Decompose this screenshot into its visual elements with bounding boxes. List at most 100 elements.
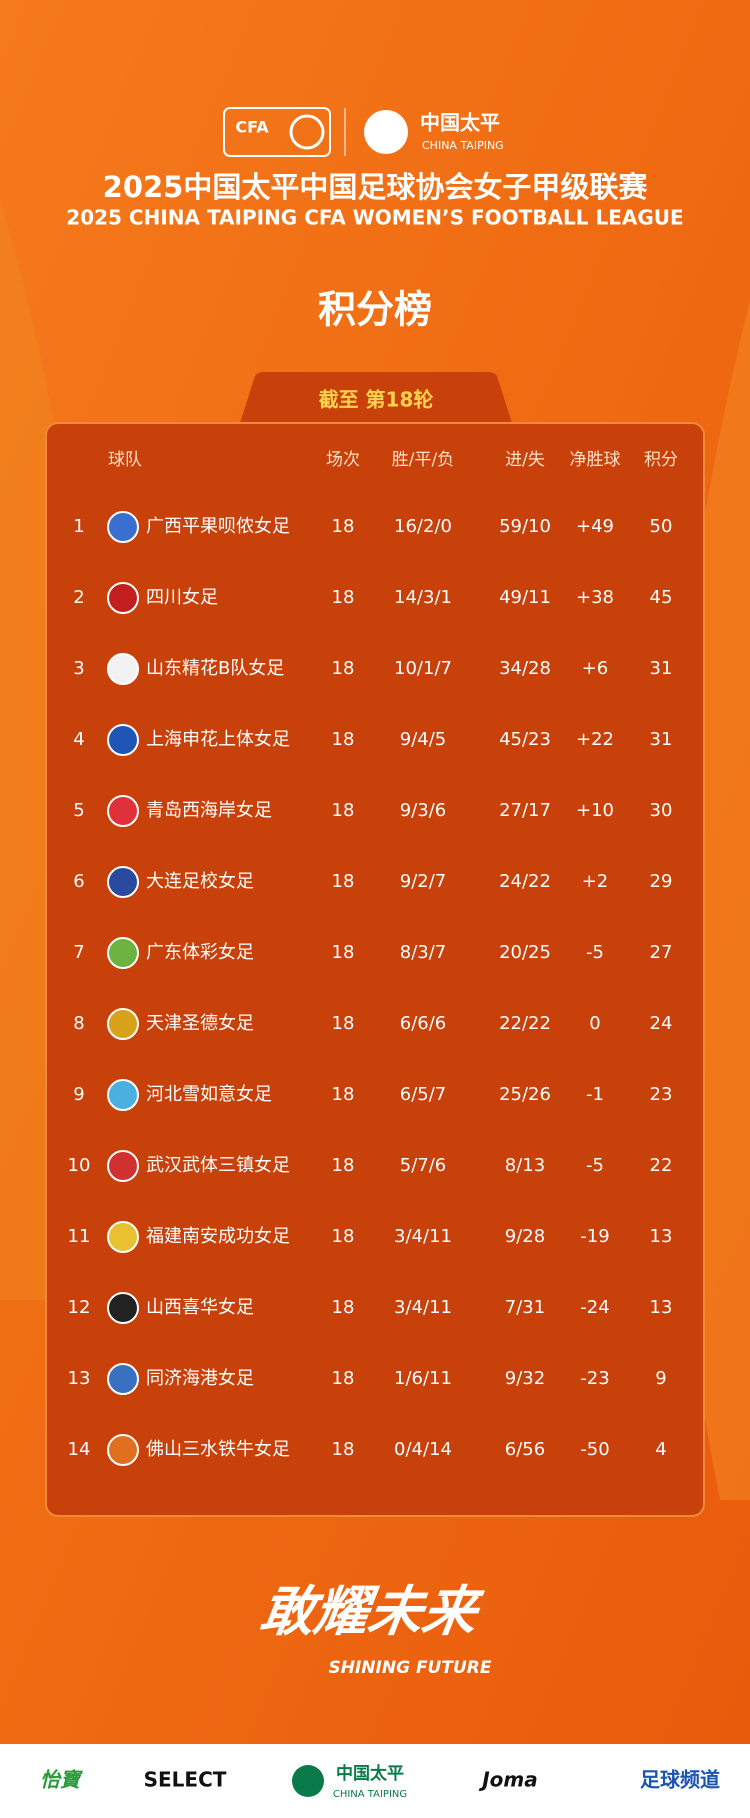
goals: 27/17 [499, 800, 551, 821]
points: 50 [650, 516, 673, 537]
rank: 11 [68, 1226, 91, 1247]
record: 16/2/0 [394, 516, 452, 537]
team-name: 佛山三水铁牛女足 [146, 1439, 290, 1460]
table-panel [45, 422, 705, 1517]
round-label: 截至 第18轮 [319, 388, 434, 412]
rank: 6 [73, 871, 84, 892]
rank: 13 [68, 1368, 91, 1389]
team-name: 武汉武体三镇女足 [146, 1155, 290, 1176]
rank: 5 [73, 800, 84, 821]
goals: 8/13 [505, 1155, 545, 1176]
sponsor-sub: CHINA TAIPING [333, 1789, 407, 1800]
points: 24 [650, 1013, 673, 1034]
played: 18 [332, 871, 355, 892]
goal-diff: +2 [582, 871, 609, 892]
record: 10/1/7 [394, 658, 452, 679]
goals: 7/31 [505, 1297, 545, 1318]
points: 13 [650, 1297, 673, 1318]
team-name: 广东体彩女足 [146, 942, 254, 963]
team-logo [107, 1292, 139, 1324]
rank: 8 [73, 1013, 84, 1034]
points: 9 [655, 1368, 666, 1389]
goals: 49/11 [499, 587, 551, 608]
team-header: 球队 [108, 450, 142, 470]
team-name: 天津圣德女足 [146, 1013, 254, 1034]
goals: 34/28 [499, 658, 551, 679]
points: 31 [650, 729, 673, 750]
points-header: 积分 [644, 450, 678, 470]
goals: 6/56 [505, 1439, 545, 1460]
record: 6/5/7 [400, 1084, 447, 1105]
team-name: 山东精花B队女足 [146, 658, 284, 679]
record: 3/4/11 [394, 1226, 452, 1247]
sponsor-emblem [292, 1765, 324, 1797]
goal-diff: -5 [586, 1155, 604, 1176]
goal-diff: -23 [580, 1368, 609, 1389]
goal-diff: -1 [586, 1084, 604, 1105]
points: 27 [650, 942, 673, 963]
heading: 积分榜 [318, 288, 432, 332]
rank: 4 [73, 729, 84, 750]
goal-diff: +22 [576, 729, 614, 750]
rank: 12 [68, 1297, 91, 1318]
sponsor-logo-en: CHINA TAIPING [422, 139, 504, 152]
record: 14/3/1 [394, 587, 452, 608]
rank: 14 [68, 1439, 91, 1460]
points: 29 [650, 871, 673, 892]
played: 18 [332, 1013, 355, 1034]
cfa-emblem [289, 114, 325, 150]
title: 2025中国太平中国足球协会女子甲级联赛 [103, 170, 649, 204]
record: 9/2/7 [400, 871, 447, 892]
played: 18 [332, 1226, 355, 1247]
goal-diff: +38 [576, 587, 614, 608]
goal-diff-header: 净胜球 [570, 450, 621, 470]
goals: 45/23 [499, 729, 551, 750]
record-header: 胜/平/负 [392, 450, 454, 470]
rank: 9 [73, 1084, 84, 1105]
team-logo [107, 582, 139, 614]
goals: 25/26 [499, 1084, 551, 1105]
played: 18 [332, 1084, 355, 1105]
footer [0, 1744, 750, 1818]
goals: 9/32 [505, 1368, 545, 1389]
team-name: 山西喜华女足 [146, 1297, 254, 1318]
record: 9/4/5 [400, 729, 447, 750]
goal-diff: +6 [582, 658, 609, 679]
cfa-logo: CFA [235, 118, 269, 137]
rank: 2 [73, 587, 84, 608]
goal-diff: +49 [576, 516, 614, 537]
team-name: 福建南安成功女足 [146, 1226, 290, 1247]
played: 18 [332, 1439, 355, 1460]
record: 9/3/6 [400, 800, 447, 821]
record: 3/4/11 [394, 1297, 452, 1318]
slogan: 敢耀未来 [256, 1580, 486, 1643]
team-name: 同济海港女足 [146, 1368, 254, 1389]
team-name: 上海申花上体女足 [146, 729, 290, 750]
played: 18 [332, 587, 355, 608]
record: 0/4/14 [394, 1439, 452, 1460]
goal-diff: -50 [580, 1439, 609, 1460]
played: 18 [332, 658, 355, 679]
record: 1/6/11 [394, 1368, 452, 1389]
played: 18 [332, 516, 355, 537]
cfa-logo-box [223, 107, 331, 157]
record: 8/3/7 [400, 942, 447, 963]
played: 18 [332, 942, 355, 963]
sponsor-logo: 中国太平 [336, 1763, 404, 1784]
sponsors: 怡寶 SELECT 中国太平 Joma 足球频道 CHINA TAIPING [40, 1763, 720, 1800]
team-name: 四川女足 [146, 587, 218, 608]
goal-diff: 0 [589, 1013, 600, 1034]
goal-diff: +10 [576, 800, 614, 821]
record: 6/6/6 [400, 1013, 447, 1034]
goals: 24/22 [499, 871, 551, 892]
team-logo [107, 653, 139, 685]
points: 30 [650, 800, 673, 821]
sponsor-logo: 中国太平 [420, 111, 500, 135]
rank: 10 [68, 1155, 91, 1176]
goals: 22/22 [499, 1013, 551, 1034]
points: 22 [650, 1155, 673, 1176]
team-logo [107, 1434, 139, 1466]
team-logo [107, 724, 139, 756]
team-logo [107, 1150, 139, 1182]
